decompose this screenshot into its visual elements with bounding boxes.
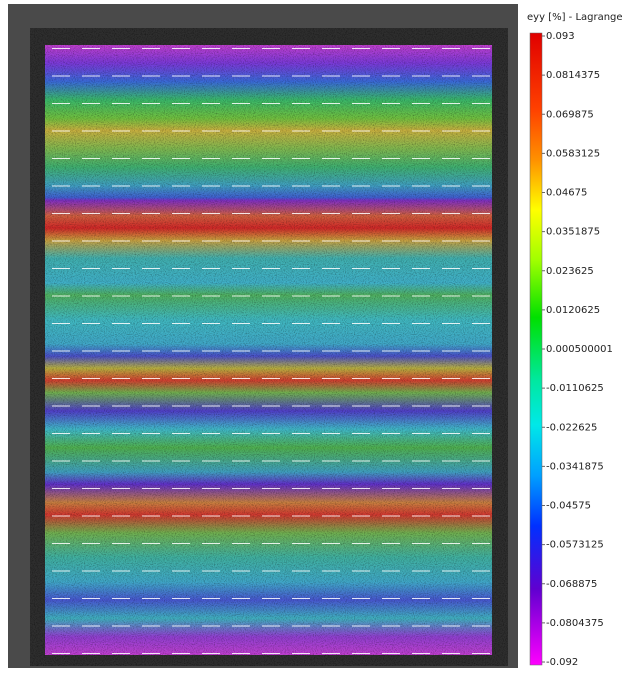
colorbar-label: 0.023625 [546,266,594,277]
colorbar-label: 0.04675 [546,188,587,199]
colorbar-label: -0.068875 [546,579,597,590]
colorbar-label: 0.000500001 [546,344,613,355]
colorbar-label: -0.092 [546,657,578,668]
colorbar-label: -0.0804375 [546,618,604,629]
grid-markers [45,45,492,655]
colorbar-label: 0.093 [546,31,575,42]
colorbar [529,32,543,666]
colorbar-label: 0.0583125 [546,148,600,159]
colorbar-label: -0.04575 [546,501,591,512]
colorbar-label: 0.0120625 [546,305,600,316]
colorbar-label: -0.0573125 [546,540,604,551]
colorbar-label: -0.0341875 [546,461,604,472]
colorbar-title: eyy [%] - Lagrange [527,12,623,23]
colorbar-label: 0.069875 [546,109,594,120]
colorbar-label: 0.0351875 [546,227,600,238]
colorbar-label: -0.022625 [546,422,597,433]
colorbar-label: 0.0814375 [546,70,600,81]
colorbar-label: -0.0110625 [546,383,604,394]
